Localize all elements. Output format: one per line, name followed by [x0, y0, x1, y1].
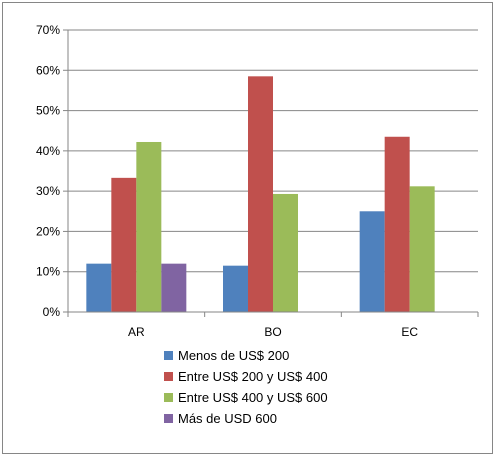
legend-label: Entre US$ 400 y US$ 600	[178, 390, 328, 405]
x-tick-label: EC	[401, 325, 418, 339]
y-tick-label: 70%	[36, 23, 60, 37]
y-tick-label: 50%	[36, 104, 60, 118]
bar	[111, 177, 137, 312]
legend-swatch	[164, 351, 173, 360]
legend-swatch	[164, 414, 173, 423]
x-tick-label: BO	[264, 325, 281, 339]
bar	[384, 136, 410, 312]
y-tick-label: 60%	[36, 63, 60, 77]
x-axis-tick-labels: AR BO EC	[128, 325, 418, 339]
bar	[359, 211, 385, 312]
bar	[161, 263, 187, 312]
axes	[63, 29, 479, 317]
legend-swatch	[164, 372, 173, 381]
x-tick-label: AR	[128, 325, 145, 339]
y-tick-label: 0%	[43, 305, 61, 319]
y-axis-tick-labels: 0% 10% 20% 30% 40% 50% 60% 70%	[36, 23, 60, 319]
legend-label: Menos de US$ 200	[178, 348, 289, 363]
bar	[223, 265, 248, 312]
y-tick-label: 30%	[36, 184, 60, 198]
bar	[86, 263, 112, 312]
bars	[86, 76, 435, 312]
legend-label: Entre US$ 200 y US$ 400	[178, 369, 328, 384]
y-tick-label: 10%	[36, 265, 60, 279]
legend-swatch	[164, 393, 173, 402]
bar	[273, 193, 298, 312]
legend-label: Más de USD 600	[178, 411, 277, 426]
bar	[409, 186, 435, 312]
bar	[136, 141, 162, 312]
y-tick-label: 40%	[36, 144, 60, 158]
legend: Menos de US$ 200 Entre US$ 200 y US$ 400 E…	[164, 348, 328, 426]
y-tick-label: 20%	[36, 224, 60, 238]
bar	[248, 76, 273, 312]
